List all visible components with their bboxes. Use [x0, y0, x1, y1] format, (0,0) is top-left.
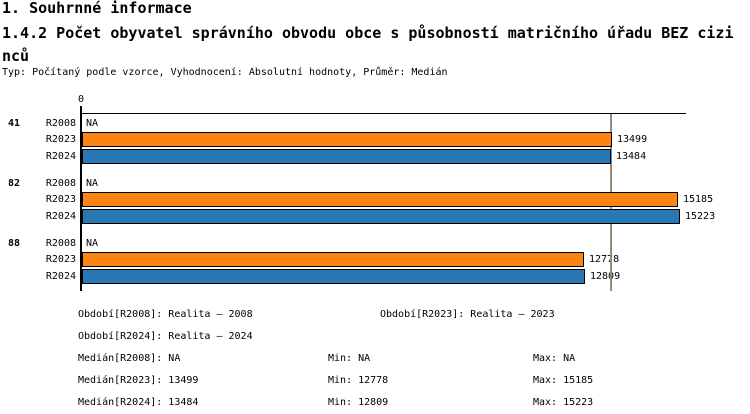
report-meta: Typ: Počítaný podle vzorce, Vyhodnocení:…: [2, 67, 448, 78]
bar-value-label: 12809: [590, 271, 621, 282]
bar-r2024: [82, 149, 611, 164]
bar-r2024: [82, 209, 680, 224]
series-label-r2008: R2008: [45, 178, 76, 189]
na-value-label: NA: [86, 118, 99, 129]
stat-min-r2008: Min: NA: [328, 353, 371, 364]
series-label-r2008: R2008: [45, 238, 76, 249]
series-label-r2024: R2024: [45, 211, 76, 222]
stat-median-r2023: Medián[R2023]: 13499: [78, 375, 199, 386]
bar-value-label: 13484: [616, 151, 647, 162]
stat-median-r2008: Medián[R2008]: NA: [78, 353, 181, 364]
stat-min-r2023: Min: 12778: [328, 375, 389, 386]
bar-value-label: 13499: [617, 134, 648, 145]
stat-max-r2023: Max: 15185: [533, 375, 594, 386]
chart: 0 41 R2008 NA R2023 13499 R2024 13484 82 R2008 NA…: [8, 94, 716, 291]
stat-median-r2024: Medián[R2024]: 13484: [78, 397, 199, 408]
stat-period-r2024: Období[R2024]: Realita – 2024: [78, 331, 253, 342]
stat-max-r2024: Max: 15223: [533, 397, 594, 408]
bar-r2023: [82, 252, 584, 267]
series-label-r2023: R2023: [45, 134, 76, 145]
stat-min-r2024: Min: 12809: [328, 397, 389, 408]
stat-period-r2023: Období[R2023]: Realita – 2023: [380, 309, 555, 320]
group-label: 88: [8, 238, 21, 249]
series-label-r2024: R2024: [45, 151, 76, 162]
na-value-label: NA: [86, 178, 99, 189]
bar-value-label: 15223: [685, 211, 716, 222]
bar-r2024: [82, 269, 585, 284]
bar-r2023: [82, 192, 678, 207]
y-axis-line: [80, 106, 82, 291]
group-label: 82: [8, 178, 21, 189]
x-axis-top-line: [81, 113, 686, 114]
series-label-r2008: R2008: [45, 118, 76, 129]
series-label-r2024: R2024: [45, 271, 76, 282]
bar-value-label: 12778: [589, 254, 620, 265]
stat-max-r2008: Max: NA: [533, 353, 576, 364]
group-label: 41: [8, 118, 21, 129]
na-value-label: NA: [86, 238, 99, 249]
bar-value-label: 15185: [683, 194, 714, 205]
series-label-r2023: R2023: [45, 254, 76, 265]
series-label-r2023: R2023: [45, 194, 76, 205]
stat-period-r2008: Období[R2008]: Realita – 2008: [78, 309, 253, 320]
report-title: 1. Souhrnné informace: [2, 0, 192, 17]
value-axis-zero-label: 0: [77, 94, 85, 105]
report-subtitle: 1.4.2 Počet obyvatel správního obvodu ob…: [2, 24, 734, 65]
bar-r2023: [82, 132, 612, 147]
